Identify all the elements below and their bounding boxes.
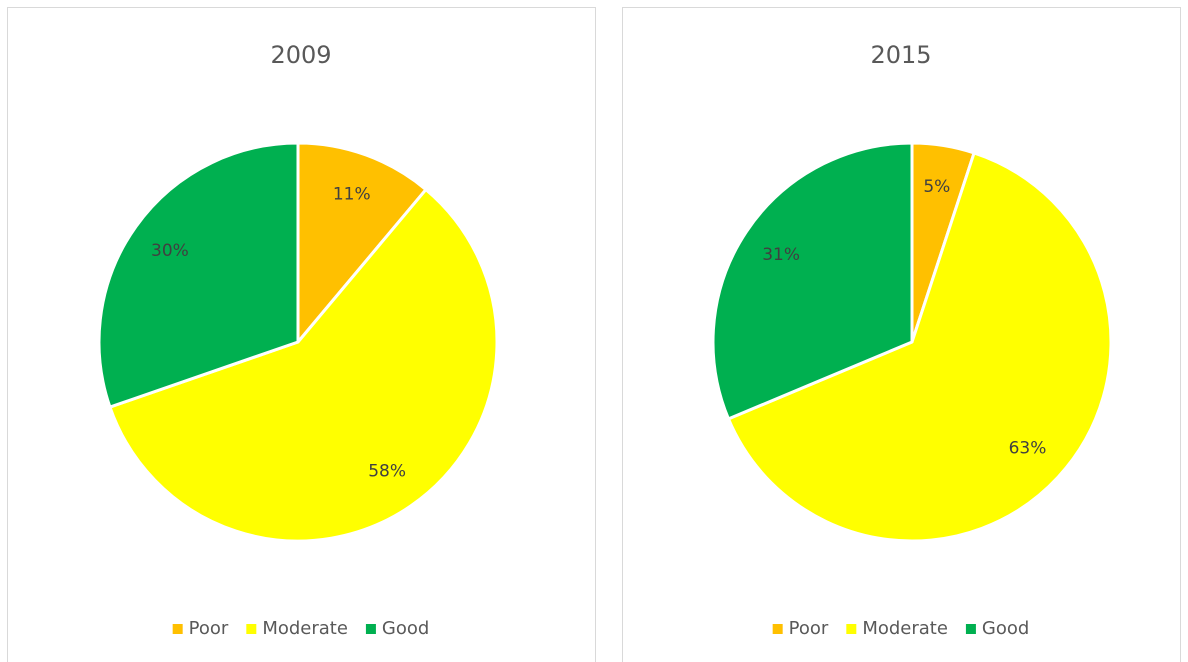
chart-title: 2015 xyxy=(870,41,931,69)
data-label: 31% xyxy=(762,245,800,265)
data-label: 30% xyxy=(151,241,189,261)
legend-swatch xyxy=(846,624,857,634)
data-label: 11% xyxy=(333,184,371,204)
pie-slice xyxy=(711,141,914,421)
legend-label: Moderate xyxy=(862,618,948,639)
data-label: 58% xyxy=(368,461,406,481)
legend-swatch xyxy=(965,624,976,634)
legend-swatch xyxy=(365,624,376,634)
pie-slice xyxy=(296,141,428,344)
legend-label: Moderate xyxy=(262,618,348,639)
legend-label: Poor xyxy=(789,618,829,639)
legend-label: Poor xyxy=(189,618,229,639)
data-label: 5% xyxy=(923,177,950,197)
pie-slice xyxy=(108,188,499,543)
chart-title: 2009 xyxy=(270,41,331,69)
legend-swatch xyxy=(172,624,183,634)
legend-swatch xyxy=(772,624,783,634)
pie-slice xyxy=(97,141,300,409)
pie-slice xyxy=(726,151,1113,543)
legend-label: Good xyxy=(382,618,429,639)
legend-label: Good xyxy=(982,618,1029,639)
data-label: 63% xyxy=(1009,439,1047,459)
legend-swatch xyxy=(246,624,257,634)
